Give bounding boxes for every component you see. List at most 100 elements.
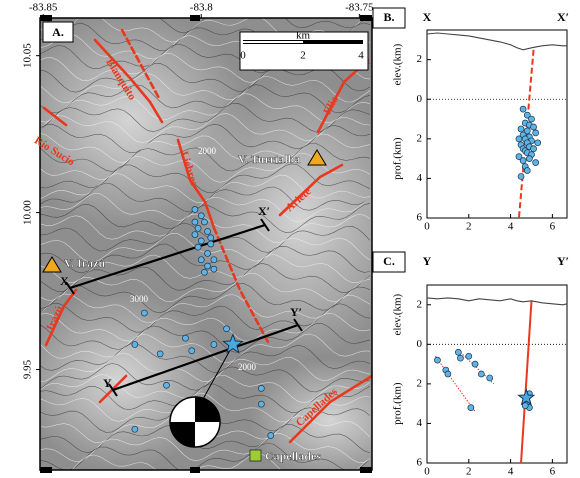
- x-tick-label: 6: [550, 466, 556, 478]
- contour: [40, 132, 371, 163]
- epicenter: [201, 268, 208, 276]
- y-tick-label: 10.05: [22, 43, 34, 68]
- contour: [40, 293, 371, 324]
- x-tick-label: 0: [424, 221, 430, 233]
- y-tick-label: 6: [417, 457, 423, 469]
- epicenter: [257, 400, 265, 408]
- contour-label: 2000: [198, 146, 217, 156]
- contour: [40, 392, 371, 423]
- contour: [40, 363, 371, 393]
- epicenter: [267, 432, 275, 439]
- contour: [40, 73, 371, 104]
- map-overlay: [42, 21, 372, 462]
- y-tick-label: 2: [417, 377, 423, 389]
- contour: [40, 123, 371, 154]
- map-frame: [39, 17, 373, 471]
- contour: [40, 112, 371, 144]
- contour: [40, 262, 371, 294]
- hypocenter: [532, 159, 540, 166]
- epicenter: [191, 231, 199, 238]
- mainshock: [222, 332, 244, 354]
- section-end: X′: [557, 10, 569, 24]
- fault: [212, 226, 270, 344]
- hypocenter: [486, 374, 494, 382]
- contour: [40, 102, 371, 133]
- hypocenter: [530, 145, 537, 153]
- x-tick-label: 2: [466, 221, 472, 233]
- scale-box: [239, 31, 369, 71]
- hypocenter: [523, 111, 531, 119]
- volcano-icon: [42, 256, 62, 273]
- epicenter: [210, 256, 218, 264]
- x-tick-label: 4: [508, 221, 514, 233]
- contour-label: 2000: [238, 362, 257, 372]
- hypocenter: [523, 167, 531, 174]
- epicenter: [223, 325, 230, 333]
- contour: [40, 352, 371, 383]
- hypocenter: [454, 348, 462, 356]
- hypocenter: [523, 127, 531, 135]
- epicenter: [191, 206, 199, 213]
- epicenter: [204, 262, 211, 270]
- scale-label: 0: [240, 50, 246, 62]
- contour-label: 3000: [130, 294, 149, 304]
- section-label: Y′: [290, 305, 302, 319]
- axis-title: elev.(km): [392, 43, 404, 85]
- section-end: [65, 218, 303, 397]
- hypocenter: [467, 404, 475, 411]
- section-end: Y′: [557, 254, 569, 268]
- y-tick-label: 2: [417, 298, 423, 310]
- hypocenter: [528, 115, 535, 123]
- contour: [40, 222, 371, 253]
- hypocenter: [519, 105, 527, 113]
- fault: [288, 374, 372, 444]
- epicenter: [210, 341, 218, 348]
- fault: [42, 106, 68, 127]
- contour: [40, 283, 371, 314]
- epicenter: [131, 341, 139, 348]
- hypocenter: [515, 153, 523, 161]
- mainshock: [517, 388, 536, 406]
- panel-label: B.: [383, 10, 394, 24]
- epicenter: [197, 212, 205, 220]
- x-tick-label: 6: [550, 221, 556, 233]
- contour: [40, 213, 371, 243]
- scale-label: 2: [300, 50, 306, 62]
- place-label: V. Irazú: [64, 256, 105, 270]
- epicenter: [194, 243, 202, 251]
- hypocenter: [534, 139, 542, 147]
- contour: [40, 383, 371, 414]
- aligned-trend: [434, 355, 476, 412]
- hypocenter: [471, 360, 479, 368]
- place-label: Capellades: [265, 449, 321, 463]
- fault: [120, 28, 162, 102]
- contour: [71, 453, 371, 470]
- hypocenter: [444, 370, 452, 378]
- axis-title: prof.(km): [392, 137, 404, 180]
- section-label: X: [60, 274, 69, 288]
- fault: [278, 163, 344, 217]
- epicenter: [156, 350, 164, 358]
- contour: [40, 163, 371, 194]
- y-tick-label: 9.95: [22, 359, 34, 379]
- axis-title: prof.(km): [392, 382, 404, 425]
- epicenter: [207, 234, 215, 242]
- contour: [40, 312, 371, 342]
- focal-mechanism: [169, 396, 221, 448]
- epicenter: [207, 240, 215, 248]
- y-tick-label: 0: [417, 338, 423, 350]
- contour: [40, 374, 371, 404]
- hypocenter: [519, 157, 527, 164]
- panel-label: C.: [383, 254, 395, 268]
- topography: [426, 297, 568, 306]
- contour: [40, 84, 371, 114]
- shaded-relief: [40, 18, 372, 470]
- section-label: X′: [258, 204, 270, 218]
- hypocenter: [526, 155, 533, 162]
- hypocenter: [517, 125, 525, 133]
- y-tick-label: 10.00: [22, 200, 34, 225]
- x-tick-label: -83.85: [29, 2, 58, 14]
- fault-trace: [520, 300, 533, 464]
- epicenter: [197, 237, 205, 245]
